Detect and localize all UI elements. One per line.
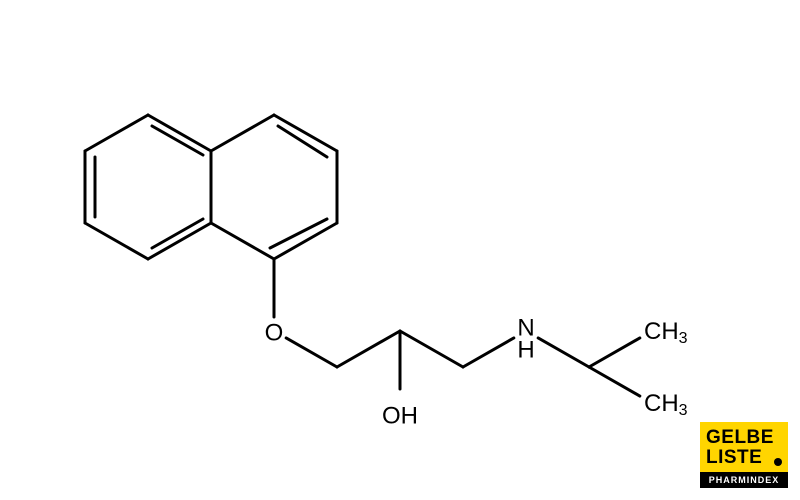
gelbe-liste-logo: GELBE LISTE PHARMINDEX (700, 422, 788, 488)
chemical-structure-diagram: OOHNHCH3CH3 (0, 0, 800, 500)
logo-line1: GELBE (706, 428, 782, 448)
logo-subtext: PHARMINDEX (700, 472, 788, 488)
atom-labels-group: OOHNHCH3CH3 (265, 314, 688, 429)
svg-text:CH3: CH3 (644, 390, 688, 419)
svg-text:OH: OH (382, 402, 418, 429)
svg-text:CH3: CH3 (644, 318, 688, 347)
logo-dot-icon (774, 458, 782, 466)
logo-line2: LISTE (706, 448, 782, 468)
svg-text:O: O (265, 319, 284, 346)
logo-yellow-block: GELBE LISTE (700, 422, 788, 472)
svg-text:H: H (517, 336, 534, 363)
bonds-group (85, 115, 640, 396)
